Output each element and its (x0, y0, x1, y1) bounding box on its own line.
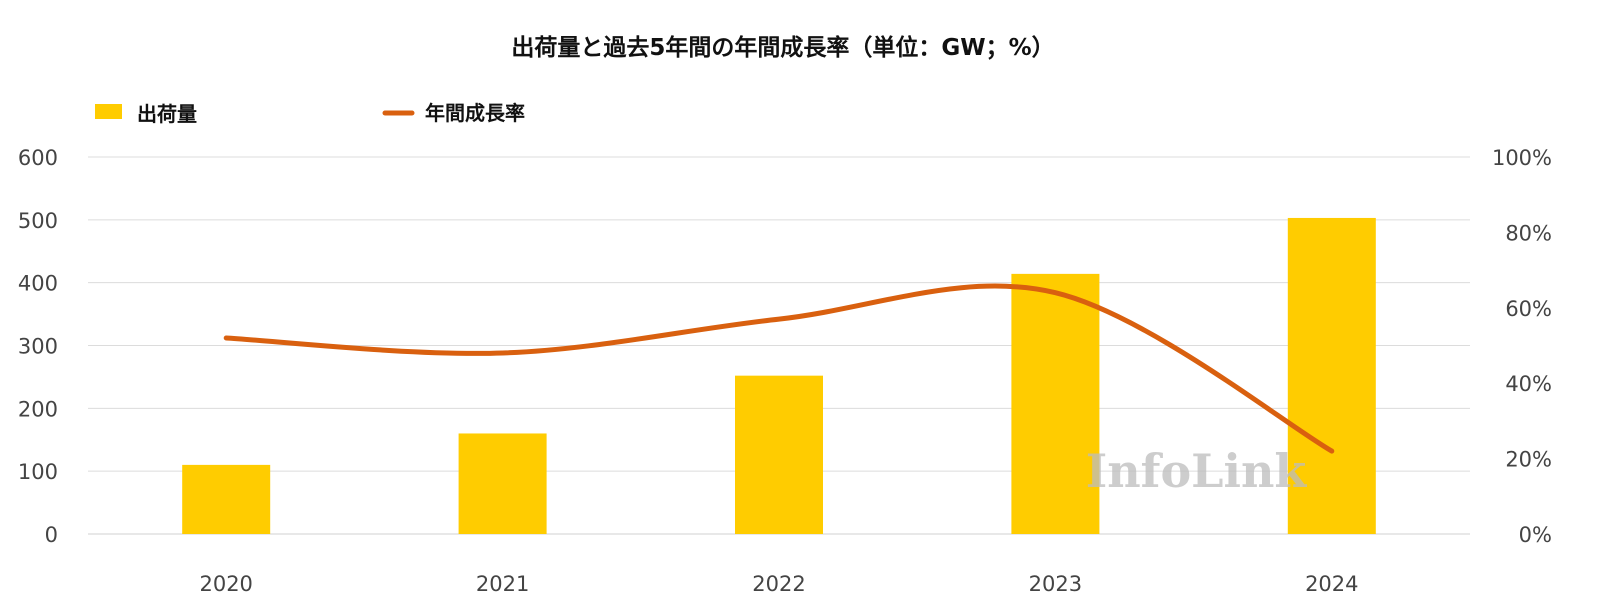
y-left-tick-label: 0 (45, 523, 58, 547)
x-tick-label: 2021 (476, 572, 529, 596)
y-left-tick-label: 300 (18, 335, 58, 359)
y-left-tick-label: 100 (18, 460, 58, 484)
legend-bar-swatch (95, 104, 122, 119)
legend: 出荷量 年間成長率 (95, 101, 525, 126)
x-tick-label: 2023 (1029, 572, 1082, 596)
x-tick-label: 2020 (199, 572, 252, 596)
right-axis: 0% 20% 40% 60% 80% 100% (1492, 146, 1552, 547)
bar (1011, 273, 1100, 534)
y-left-tick-label: 200 (18, 397, 58, 421)
x-axis: 2020 2021 2022 2023 2024 (199, 572, 1358, 596)
y-right-tick-label: 20% (1505, 448, 1552, 472)
left-axis: 0 100 200 300 400 500 600 (18, 146, 58, 547)
y-left-tick-label: 500 (18, 209, 58, 233)
y-right-tick-label: 60% (1505, 297, 1552, 321)
y-right-tick-label: 0% (1519, 523, 1552, 547)
chart-title: 出荷量と過去5年間の年間成長率（単位：GW；%） (511, 34, 1054, 61)
y-left-tick-label: 600 (18, 146, 58, 170)
y-right-tick-label: 40% (1505, 372, 1552, 396)
bar (1287, 217, 1376, 534)
bar (182, 464, 271, 534)
y-left-tick-label: 400 (18, 272, 58, 296)
y-right-tick-label: 100% (1492, 146, 1552, 170)
bar-series (182, 217, 1376, 534)
watermark-logo: InfoLink (1086, 444, 1308, 498)
x-tick-label: 2024 (1305, 572, 1358, 596)
x-tick-label: 2022 (752, 572, 805, 596)
legend-label-growth: 年間成長率 (425, 101, 525, 125)
legend-label-shipment: 出荷量 (137, 102, 197, 126)
bar (458, 433, 547, 534)
y-right-tick-label: 80% (1505, 221, 1552, 245)
growth-rate-line (223, 283, 1335, 454)
bar (735, 375, 823, 534)
